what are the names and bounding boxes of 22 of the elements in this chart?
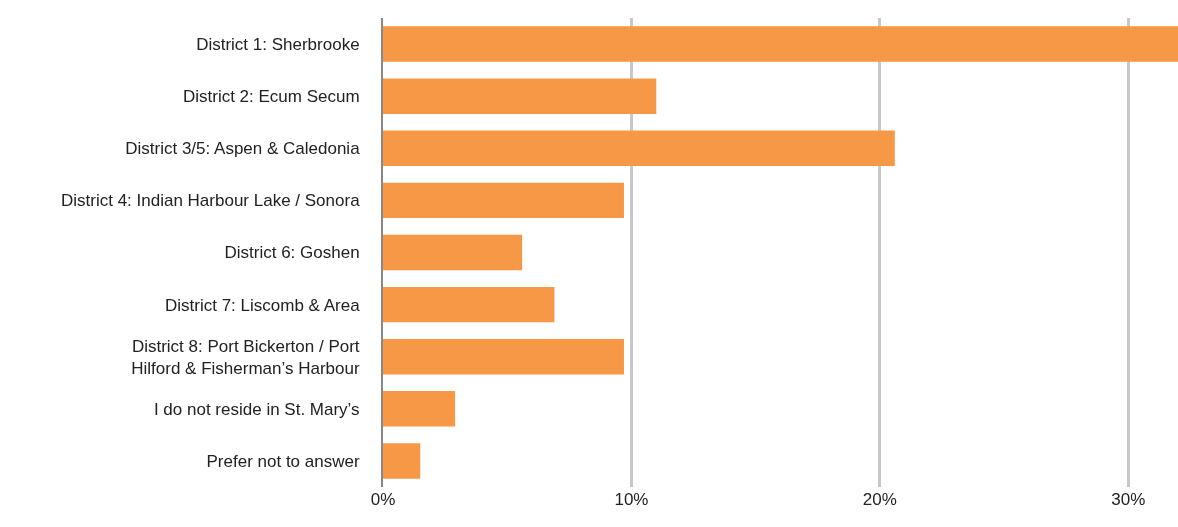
x-tick-label: 30% [1111,490,1146,509]
y-tick-label: District 6: Goshen [224,243,360,263]
bar [383,130,895,166]
y-tick-label: District 1: Sherbrooke [196,35,360,55]
y-tick-label: District 2: Ecum Secum [182,87,360,107]
y-tick-label: I do not reside in St. Mary’s [153,399,360,419]
bar [383,182,624,219]
bar [383,339,624,375]
y-tick-label: District 8: Port Bickerton / Port Hilford & Fisherman’s Harbour [131,336,360,378]
x-tick-label: 20% [862,490,897,509]
y-tick-label: Prefer not to answer [206,451,360,471]
bar [383,443,421,479]
bar [383,286,555,323]
x-tick-label: 0% [370,490,396,509]
y-tick-label: District 7: Liscomb & Area [164,295,361,315]
y-tick-label: District 3/5: Aspen & Caledonia [125,139,361,159]
y-tick-label: District 4: Indian Harbour Lake / Sonora [60,191,361,211]
x-tick-label: 10% [614,490,649,509]
bar [383,78,657,114]
bar [383,391,456,427]
bar [383,234,523,271]
bar [383,26,1178,62]
